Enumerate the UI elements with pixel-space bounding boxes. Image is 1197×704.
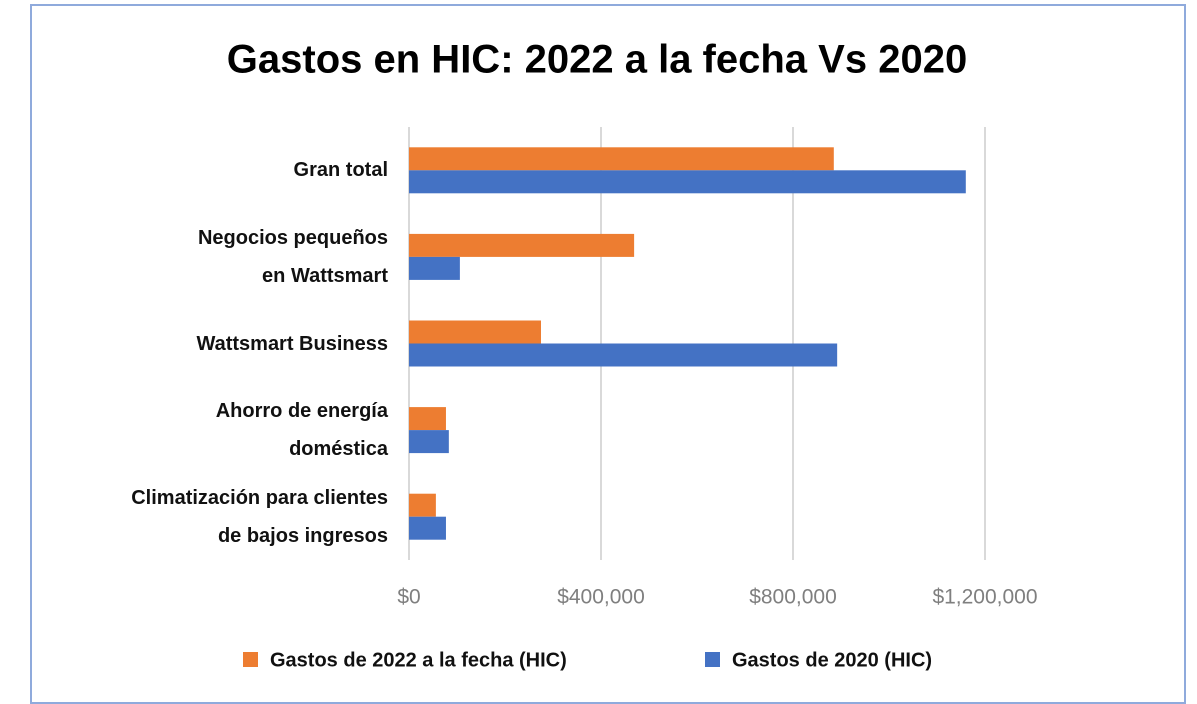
bar [409, 407, 446, 431]
legend-label: Gastos de 2020 (HIC) [732, 649, 932, 671]
chart-title: Gastos en HIC: 2022 a la fecha Vs 2020 [227, 38, 967, 82]
x-tick-label: $0 [397, 586, 420, 609]
y-tick-label: Negocios pequeños en Wattsmart [197, 226, 388, 287]
bar [409, 516, 446, 540]
x-tick-label: $1,200,000 [932, 586, 1037, 609]
legend-swatch [705, 652, 720, 667]
bar [409, 233, 635, 257]
x-tick-label: $400,000 [557, 586, 645, 609]
legend-swatch [243, 652, 258, 667]
bar [409, 256, 460, 280]
x-tick-label: $800,000 [749, 586, 837, 609]
bar [409, 343, 838, 367]
bar [409, 170, 966, 194]
bar [409, 320, 541, 344]
y-tick-label: Wattsmart Business [196, 332, 388, 355]
y-tick-label: Climatización para clientes de bajos ing… [131, 486, 388, 547]
legend-label: Gastos de 2022 a la fecha (HIC) [270, 649, 567, 671]
y-tick-label: Ahorro de energía doméstica [215, 400, 388, 461]
bar [409, 493, 436, 517]
bar [409, 147, 834, 171]
bar [409, 430, 449, 454]
y-tick-label: Gran total [293, 159, 388, 182]
